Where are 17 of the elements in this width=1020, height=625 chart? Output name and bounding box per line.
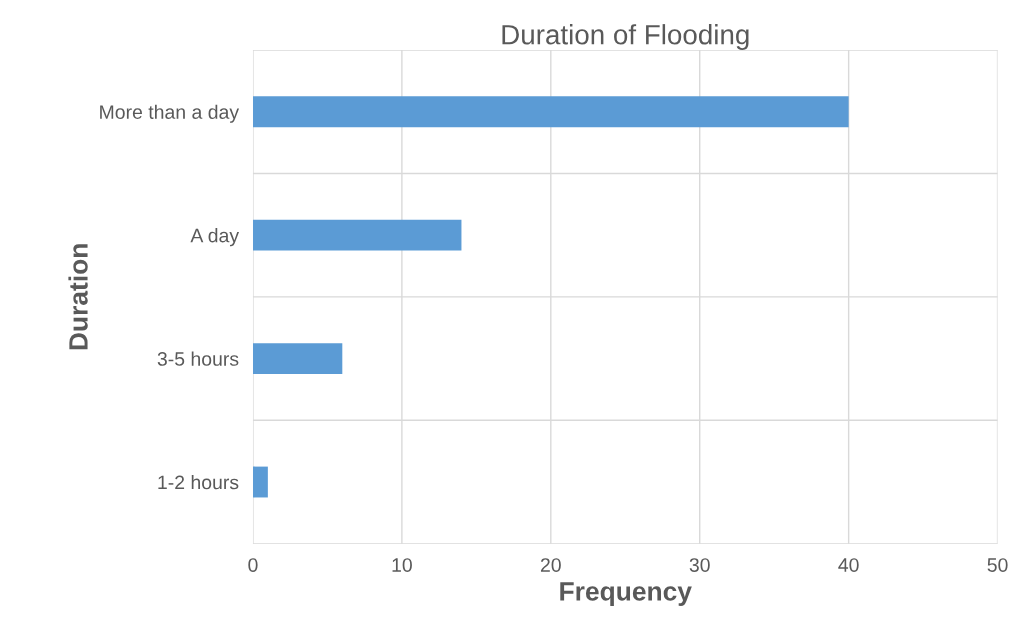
chart-title: Duration of Flooding: [502, 24, 749, 50]
x-tick-label: 10: [392, 558, 412, 572]
y-axis-title: Duration: [68, 244, 88, 350]
bar: [252, 466, 268, 498]
x-tick-label: 30: [689, 558, 710, 572]
x-tick-label: 20: [540, 558, 561, 572]
x-axis-title: Frequency: [560, 582, 692, 606]
bar: [252, 343, 343, 375]
x-tick-label: 0: [248, 558, 258, 572]
bar: [252, 96, 849, 128]
bar: [252, 219, 462, 251]
y-tick-label: More than a day: [100, 104, 240, 123]
x-tick-label: 40: [838, 558, 859, 572]
y-tick-label: 1-2 hours: [158, 474, 239, 490]
y-tick-label: 3-5 hours: [157, 351, 239, 366]
y-tick-label: A day: [190, 228, 240, 247]
x-tick-label: 50: [987, 558, 1008, 572]
